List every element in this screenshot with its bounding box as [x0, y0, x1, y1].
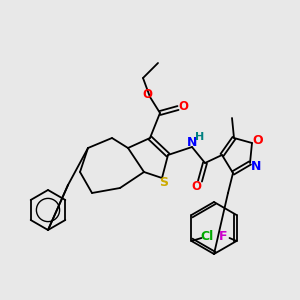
- Text: O: O: [142, 88, 152, 101]
- Text: F: F: [219, 230, 228, 242]
- Text: H: H: [195, 132, 205, 142]
- Text: N: N: [187, 136, 197, 148]
- Text: S: S: [160, 176, 169, 188]
- Text: O: O: [178, 100, 188, 113]
- Text: O: O: [253, 134, 263, 146]
- Text: O: O: [191, 179, 201, 193]
- Text: N: N: [251, 160, 261, 172]
- Text: Cl: Cl: [201, 230, 214, 242]
